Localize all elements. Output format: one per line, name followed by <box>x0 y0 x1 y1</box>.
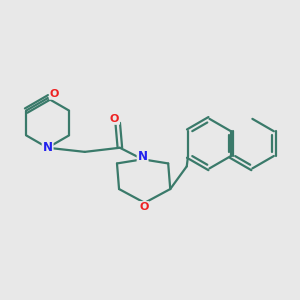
Text: O: O <box>110 114 119 124</box>
Text: O: O <box>50 89 59 99</box>
Text: N: N <box>138 150 148 163</box>
Text: N: N <box>43 141 52 154</box>
Text: O: O <box>139 202 148 212</box>
